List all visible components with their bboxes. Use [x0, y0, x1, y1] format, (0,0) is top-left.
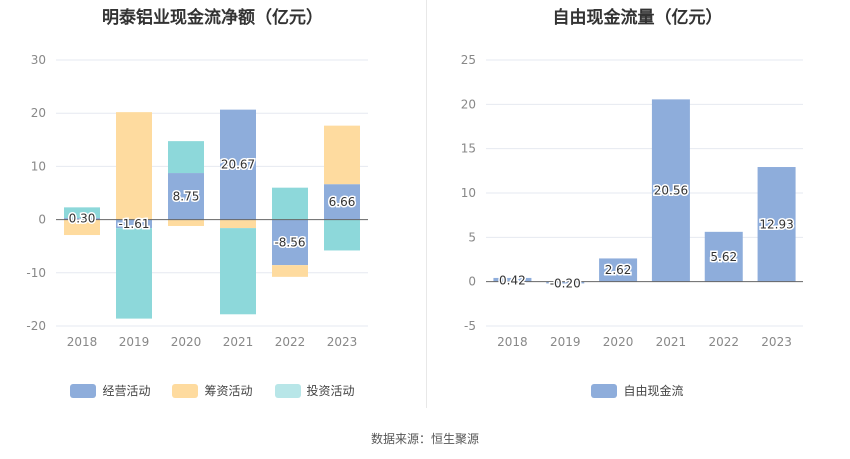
bar [220, 228, 256, 315]
y-tick-label: 5 [468, 230, 476, 244]
bar [651, 99, 690, 282]
legend-item-free-cash-flow[interactable]: 自由现金流 [591, 382, 684, 399]
bar [220, 219, 256, 229]
bar [168, 141, 204, 174]
x-tick-label: 2021 [223, 335, 254, 349]
y-tick-label: -5 [464, 319, 476, 333]
data-label: 20.56 [654, 184, 688, 198]
legend-swatch-free-cash-flow [591, 383, 618, 398]
y-tick-label: 10 [31, 159, 46, 173]
chart-title: 自由现金流量（亿元） [552, 8, 723, 28]
y-tick-label: -20 [26, 319, 46, 333]
x-tick-label: 2020 [171, 335, 202, 349]
panel-divider [426, 0, 427, 408]
x-tick-label: 2018 [497, 335, 528, 349]
y-tick-label: 0 [38, 213, 46, 227]
bar [272, 265, 308, 277]
y-tick-label: -10 [26, 266, 46, 280]
bar [64, 207, 100, 219]
bar [116, 219, 152, 229]
legend: 经营活动 筹资活动 投资活动 [0, 382, 425, 399]
y-tick-label: 10 [461, 186, 476, 200]
bar [324, 219, 360, 251]
bar [704, 231, 743, 282]
bar [599, 258, 638, 282]
data-label: 5.62 [710, 250, 737, 264]
bar [168, 173, 204, 220]
free-cash-flow-chart: 自由现金流量（亿元） 25 20 15 10 5 0 -5 2018 2019 2020 2021 2… [425, 0, 850, 410]
x-tick-label: 2019 [119, 335, 150, 349]
bar [64, 219, 100, 236]
data-label: -8.56 [274, 235, 305, 249]
y-tick-label: 0 [468, 275, 476, 289]
data-label: 8.75 [173, 189, 200, 203]
x-tick-label: 2022 [708, 335, 739, 349]
cash-flow-net-plot: 30 20 10 0 -10 -20 2018 2019 2020 2021 2022 2023 0.3… [26, 53, 368, 349]
legend-label: 自由现金流 [623, 384, 684, 398]
bar [324, 125, 360, 185]
bar [493, 277, 532, 282]
legend-swatch-operating [70, 383, 97, 398]
legend: 自由现金流 [425, 382, 850, 399]
y-tick-label: 15 [461, 142, 476, 156]
legend-label: 筹资活动 [204, 384, 253, 398]
cash-flow-net-chart: 明泰铝业现金流净额（亿元） 30 20 10 0 -10 -20 2018 2019 2020 2… [0, 0, 425, 410]
y-tick-label: 30 [31, 53, 46, 67]
legend-item-financing[interactable]: 筹资活动 [172, 382, 253, 399]
data-source-note: 数据来源：恒生聚源 [370, 432, 479, 446]
bar [220, 109, 256, 220]
bar [546, 281, 585, 284]
data-label: 2.62 [605, 263, 632, 277]
data-label: 20.67 [221, 158, 255, 172]
legend-item-operating[interactable]: 经营活动 [70, 382, 150, 399]
y-tick-label: 25 [461, 53, 476, 67]
bar [757, 167, 796, 282]
chart-title: 明泰铝业现金流净额（亿元） [102, 8, 323, 28]
y-tick-label: 20 [31, 106, 46, 120]
data-label: 12.93 [759, 217, 793, 231]
data-label: 6.66 [329, 195, 356, 209]
legend-label: 投资活动 [306, 384, 355, 398]
free-cash-flow-plot: 25 20 15 10 5 0 -5 2018 2019 2020 2021 2022 2023 0.42… [461, 53, 803, 349]
data-label: 0.30 [69, 212, 96, 226]
x-tick-label: 2022 [275, 335, 306, 349]
bar [324, 184, 360, 220]
bar [272, 219, 308, 266]
x-tick-label: 2019 [550, 335, 581, 349]
bar [168, 219, 204, 226]
y-tick-label: 20 [461, 97, 476, 111]
legend-swatch-investing [274, 383, 301, 398]
x-tick-label: 2021 [656, 335, 687, 349]
bar [116, 228, 152, 319]
data-label: 0.42 [499, 274, 526, 288]
data-label: -0.20 [550, 277, 581, 291]
legend-label: 经营活动 [102, 384, 151, 398]
x-tick-label: 2023 [327, 335, 358, 349]
legend-item-investing[interactable]: 投资活动 [274, 382, 355, 399]
x-tick-label: 2020 [603, 335, 634, 349]
bar [272, 187, 308, 220]
x-tick-label: 2023 [761, 335, 792, 349]
data-label: -1.61 [118, 217, 149, 231]
x-tick-label: 2018 [67, 335, 98, 349]
bar [116, 112, 152, 220]
legend-swatch-financing [172, 383, 199, 398]
bar [64, 218, 100, 220]
